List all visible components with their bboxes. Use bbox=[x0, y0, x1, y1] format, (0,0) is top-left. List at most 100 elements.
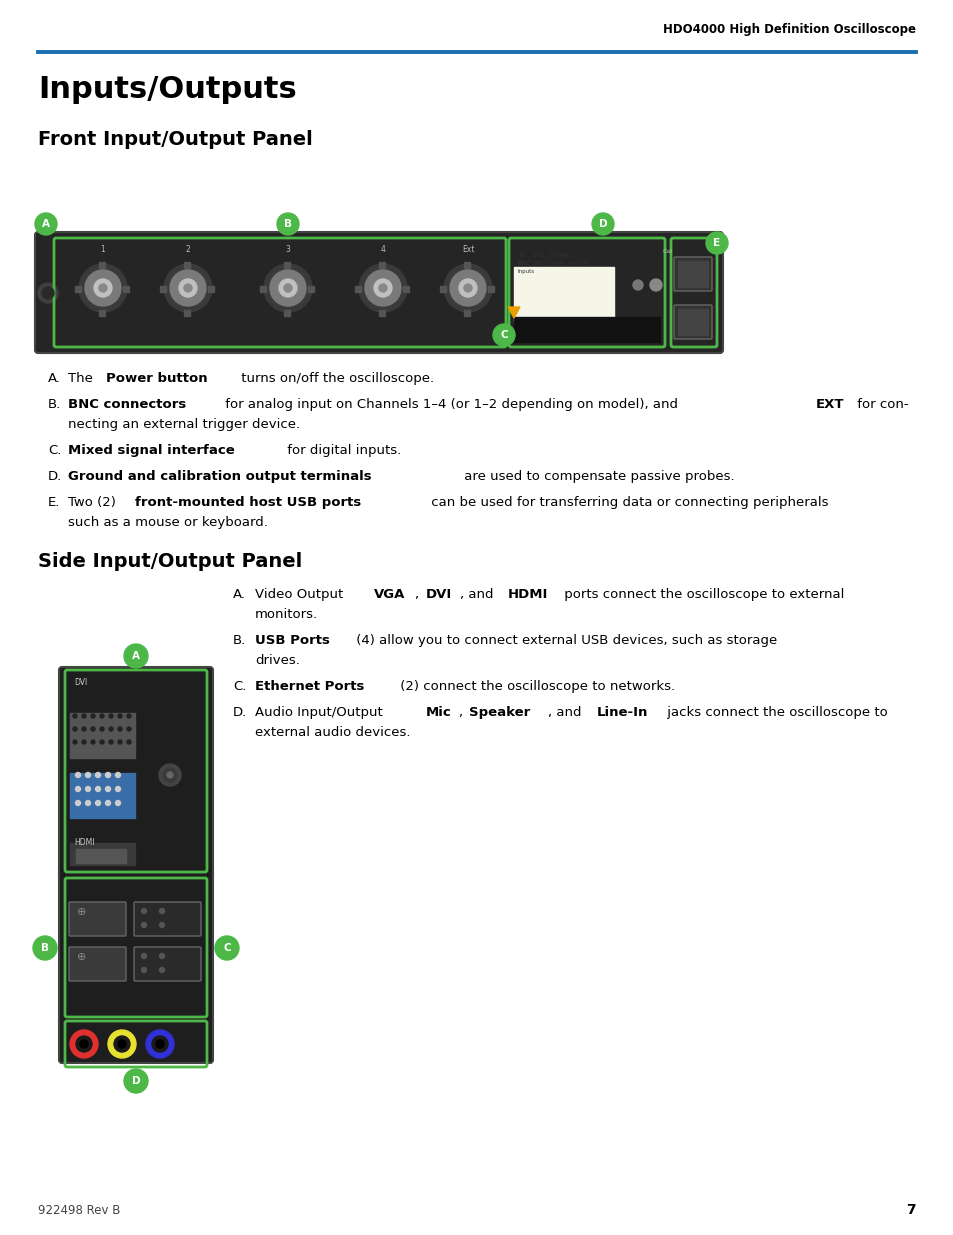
Circle shape bbox=[86, 773, 91, 778]
Text: ,: , bbox=[415, 588, 423, 601]
Circle shape bbox=[184, 284, 192, 291]
Circle shape bbox=[115, 773, 120, 778]
Text: ⊕: ⊕ bbox=[77, 952, 87, 962]
Text: for con-: for con- bbox=[852, 398, 907, 411]
Text: B: B bbox=[284, 219, 292, 228]
Circle shape bbox=[73, 714, 77, 718]
Circle shape bbox=[163, 768, 177, 782]
Circle shape bbox=[270, 270, 306, 306]
Circle shape bbox=[167, 772, 172, 778]
Circle shape bbox=[42, 287, 54, 299]
Bar bbox=[123, 287, 129, 291]
Circle shape bbox=[95, 787, 100, 792]
FancyBboxPatch shape bbox=[35, 232, 722, 353]
Circle shape bbox=[100, 740, 104, 743]
Circle shape bbox=[113, 1036, 130, 1052]
Text: Speaker: Speaker bbox=[469, 706, 530, 719]
Circle shape bbox=[82, 740, 86, 743]
Text: such as a mouse or keyboard.: such as a mouse or keyboard. bbox=[68, 516, 268, 529]
Text: C.: C. bbox=[233, 680, 246, 693]
FancyBboxPatch shape bbox=[673, 305, 711, 338]
Circle shape bbox=[91, 727, 95, 731]
Bar bbox=[678, 261, 707, 287]
Bar bbox=[514, 267, 614, 322]
FancyBboxPatch shape bbox=[59, 667, 213, 1063]
Circle shape bbox=[76, 1036, 91, 1052]
Circle shape bbox=[214, 936, 239, 960]
Text: BNC connectors: BNC connectors bbox=[68, 398, 186, 411]
Circle shape bbox=[124, 643, 148, 668]
Text: ports connect the oscilloscope to external: ports connect the oscilloscope to extern… bbox=[559, 588, 843, 601]
Circle shape bbox=[378, 284, 387, 291]
Text: , and: , and bbox=[548, 706, 585, 719]
Circle shape bbox=[141, 953, 147, 958]
Text: BNC: BNC bbox=[517, 261, 530, 266]
Circle shape bbox=[118, 727, 122, 731]
Circle shape bbox=[278, 279, 296, 296]
Circle shape bbox=[649, 279, 661, 291]
Bar bbox=[402, 287, 409, 291]
Bar bbox=[160, 287, 166, 291]
Circle shape bbox=[633, 280, 642, 290]
Circle shape bbox=[91, 714, 95, 718]
Text: 50Ω · 5V RMS: 50Ω · 5V RMS bbox=[533, 253, 570, 258]
Circle shape bbox=[159, 967, 164, 972]
Text: front-mounted host USB ports: front-mounted host USB ports bbox=[135, 496, 361, 509]
Bar bbox=[208, 287, 213, 291]
Circle shape bbox=[127, 727, 131, 731]
Bar bbox=[70, 773, 135, 818]
Bar bbox=[284, 262, 290, 268]
Text: turns on/off the oscilloscope.: turns on/off the oscilloscope. bbox=[236, 372, 434, 385]
Circle shape bbox=[79, 264, 127, 312]
Circle shape bbox=[33, 936, 57, 960]
Text: Two (2): Two (2) bbox=[68, 496, 120, 509]
Circle shape bbox=[159, 764, 181, 785]
Circle shape bbox=[127, 714, 131, 718]
Circle shape bbox=[284, 284, 292, 291]
Text: (4) allow you to connect external USB devices, such as storage: (4) allow you to connect external USB de… bbox=[352, 634, 776, 647]
Text: (2) connect the oscilloscope to networks.: (2) connect the oscilloscope to networks… bbox=[395, 680, 675, 693]
Text: A.: A. bbox=[233, 588, 246, 601]
Text: Ground and calibration output terminals: Ground and calibration output terminals bbox=[68, 471, 372, 483]
Text: C.: C. bbox=[48, 445, 61, 457]
Text: E: E bbox=[713, 238, 720, 248]
Text: jacks connect the oscilloscope to: jacks connect the oscilloscope to bbox=[662, 706, 887, 719]
Circle shape bbox=[109, 727, 112, 731]
Text: VGA: VGA bbox=[374, 588, 405, 601]
Text: USB Ports: USB Ports bbox=[254, 634, 330, 647]
Circle shape bbox=[106, 773, 111, 778]
Circle shape bbox=[109, 714, 112, 718]
Bar bbox=[99, 262, 105, 268]
Text: 2: 2 bbox=[186, 245, 191, 254]
Text: drives.: drives. bbox=[254, 655, 299, 667]
Text: The: The bbox=[68, 372, 97, 385]
Bar bbox=[70, 713, 135, 758]
Circle shape bbox=[99, 284, 107, 291]
Bar bbox=[488, 287, 494, 291]
Text: Mic: Mic bbox=[425, 706, 451, 719]
Text: HDMI: HDMI bbox=[508, 588, 548, 601]
Text: B.: B. bbox=[48, 398, 61, 411]
Circle shape bbox=[450, 270, 485, 306]
Circle shape bbox=[115, 800, 120, 805]
Circle shape bbox=[141, 923, 147, 927]
Text: 4: 4 bbox=[380, 245, 385, 254]
Circle shape bbox=[38, 283, 58, 303]
Circle shape bbox=[70, 1030, 98, 1058]
Bar bbox=[514, 317, 659, 342]
Circle shape bbox=[82, 727, 86, 731]
Text: 1: 1 bbox=[100, 245, 105, 254]
Circle shape bbox=[374, 279, 392, 296]
FancyBboxPatch shape bbox=[133, 947, 201, 981]
Polygon shape bbox=[507, 308, 519, 317]
Circle shape bbox=[80, 1040, 88, 1049]
Bar bbox=[75, 287, 81, 291]
Text: All: All bbox=[517, 253, 524, 258]
Circle shape bbox=[156, 1040, 164, 1049]
Circle shape bbox=[100, 727, 104, 731]
Circle shape bbox=[493, 324, 515, 346]
Text: Mixed signal interface: Mixed signal interface bbox=[68, 445, 234, 457]
Bar bbox=[184, 262, 190, 268]
Bar bbox=[184, 310, 190, 316]
Circle shape bbox=[443, 264, 492, 312]
